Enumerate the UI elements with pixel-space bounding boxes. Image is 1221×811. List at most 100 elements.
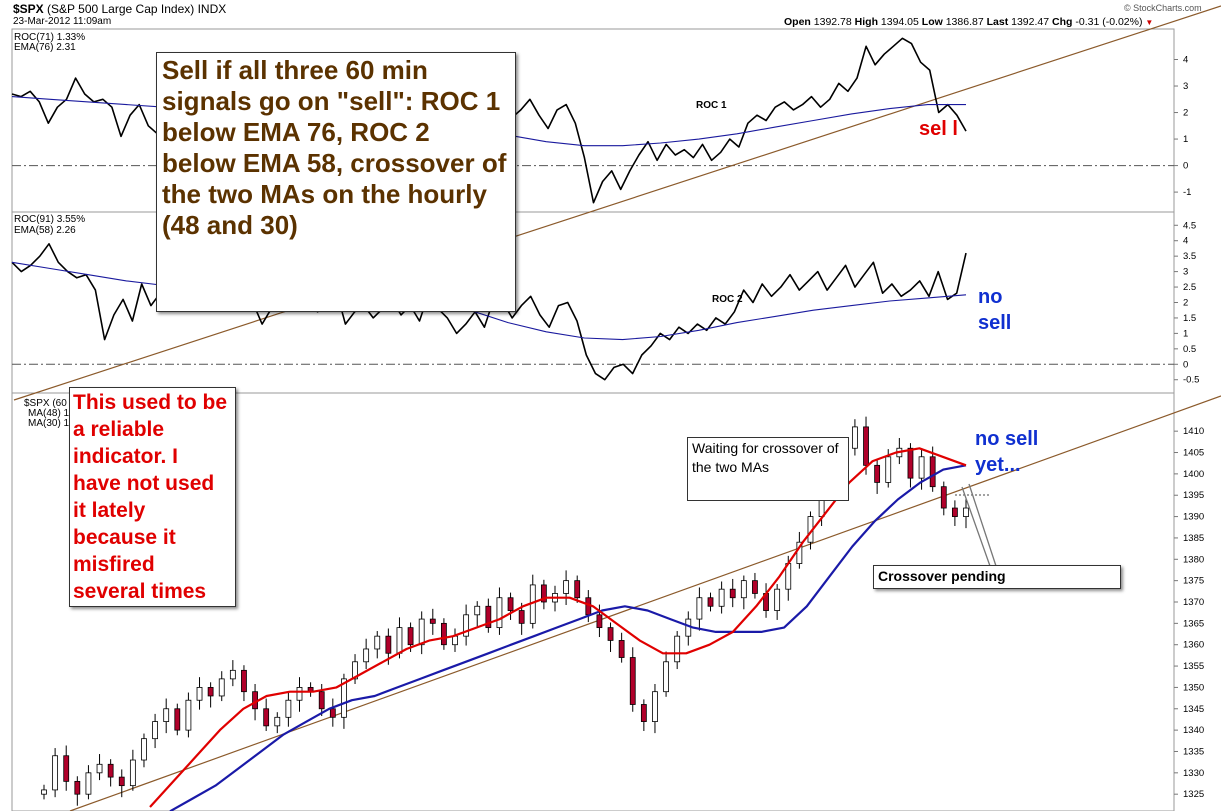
candle-body xyxy=(196,687,203,701)
candle-body xyxy=(963,507,969,517)
candle-body xyxy=(352,661,358,680)
y-tick-label: 1410 xyxy=(1183,426,1204,437)
y-tick-label: 2 xyxy=(1183,108,1188,119)
y-tick-label: 1375 xyxy=(1183,576,1204,587)
candle-body xyxy=(85,772,92,795)
candle-body xyxy=(607,627,614,641)
candle-body xyxy=(918,456,925,479)
candle-body xyxy=(296,687,303,701)
y-tick-label: 1395 xyxy=(1183,490,1204,501)
candle-body xyxy=(885,456,892,483)
y-tick-label: 1380 xyxy=(1183,554,1204,565)
moving-averages xyxy=(149,447,967,811)
candle-body xyxy=(863,426,869,466)
candle-body xyxy=(429,618,436,624)
candle-body xyxy=(363,648,370,663)
candle-body xyxy=(640,704,647,722)
y-tick-label: 2 xyxy=(1183,298,1188,309)
y-tick-label: 1 xyxy=(1183,134,1188,145)
candle-body xyxy=(385,635,392,654)
candle-body xyxy=(452,635,458,646)
chg-value: -0.31 (-0.02%) xyxy=(1075,16,1143,28)
y-tick-label: 1390 xyxy=(1183,512,1204,523)
candle-body xyxy=(563,580,569,594)
candle-body xyxy=(163,708,170,722)
candle-body xyxy=(707,597,714,607)
y-tick-label: 1345 xyxy=(1183,704,1204,715)
y-tick-label: 1 xyxy=(1183,328,1188,339)
candle-body xyxy=(285,699,292,718)
y-tick-label: 1405 xyxy=(1183,448,1204,459)
candle-body xyxy=(274,716,281,727)
y-tick-label: 1350 xyxy=(1183,682,1204,693)
y-tick-label: 1365 xyxy=(1183,618,1204,629)
roc2-inner-label: ROC 2 xyxy=(712,294,743,305)
candle-body xyxy=(674,635,681,663)
exchange: INDX xyxy=(197,2,227,16)
candle-body xyxy=(907,447,914,479)
sell-marker-text: sel l xyxy=(919,118,958,140)
candle-body xyxy=(951,507,958,517)
candle-body xyxy=(441,622,447,646)
candle-body xyxy=(507,597,514,611)
roc2-legend-line1: ROC(91) 3.55% xyxy=(14,214,85,225)
candle-body xyxy=(774,588,781,611)
y-tick-label: 0.5 xyxy=(1183,344,1196,355)
waiting-crossover-callout: Waiting for crossover of the two MAs xyxy=(687,437,849,501)
y-tick-label: 4 xyxy=(1183,236,1188,247)
open-label: Open xyxy=(784,16,811,28)
candle-body xyxy=(663,661,669,693)
ohlc-readout: Open 1392.78 High 1394.05 Low 1386.87 La… xyxy=(784,16,1153,28)
reliable-indicator-callout: This used to be a reliable indicator. I … xyxy=(69,387,236,607)
y-tick-label: 0 xyxy=(1183,359,1188,370)
y-tick-label: -1 xyxy=(1183,187,1191,198)
y-tick-label: 1330 xyxy=(1183,768,1204,779)
y-tick-label: 1400 xyxy=(1183,469,1204,480)
chart-title: $SPX (S&P 500 Large Cap Index) INDX xyxy=(13,2,226,16)
pointer-line xyxy=(968,483,997,567)
watermark: © StockCharts.com xyxy=(1124,3,1202,13)
high-value: 1394.05 xyxy=(880,16,919,28)
y-tick-label: 1385 xyxy=(1183,533,1204,544)
candle-body xyxy=(718,588,725,607)
candle-body xyxy=(263,708,270,727)
axis-ticks: 4 3 2 1 0 -1 4.5 4 3.5 3 2.5 2 1.5 1 0.5 0 -0.5 1410 1405 1… xyxy=(1174,55,1204,800)
y-tick-label: 2.5 xyxy=(1183,282,1196,293)
no-sell-text: no sell xyxy=(978,286,1012,334)
y-tick-label: 1335 xyxy=(1183,746,1204,757)
down-triangle-icon: ▼ xyxy=(1145,18,1154,27)
candle-body xyxy=(374,635,381,650)
price-legend-line2: MA(48) 1400.35 xyxy=(28,408,100,419)
candle-body xyxy=(496,597,503,629)
roc1-legend-line1: ROC(71) 1.33% xyxy=(14,32,85,43)
candle-body xyxy=(41,789,47,795)
lower-trendline xyxy=(69,395,1221,811)
candle-body xyxy=(63,755,70,782)
roc1-legend-line2: EMA(76) 2.31 xyxy=(14,42,76,53)
ma30-line xyxy=(149,447,967,808)
candle-body xyxy=(207,687,214,697)
candle-body xyxy=(618,640,625,658)
annotation-pointers xyxy=(961,483,997,567)
price-legend-line1: $SPX (60 Minute) xyxy=(24,398,103,409)
roc2-legend-line2: EMA(58) 2.26 xyxy=(14,225,76,236)
high-label: High xyxy=(854,16,878,28)
y-tick-label: 1370 xyxy=(1183,597,1204,608)
candle-body xyxy=(141,738,147,761)
y-tick-label: 3 xyxy=(1183,267,1188,278)
price-legend-line3: MA(30) 1401.81 xyxy=(28,418,100,429)
candle-body xyxy=(96,763,103,774)
candle-body xyxy=(74,780,81,795)
candle-body xyxy=(229,669,236,680)
candle-body xyxy=(540,584,547,603)
candle-body xyxy=(874,464,881,483)
y-tick-label: 1340 xyxy=(1183,725,1204,736)
upper-trendline xyxy=(13,5,1221,401)
candle-body xyxy=(940,486,947,509)
candle-body xyxy=(107,763,114,778)
crossover-pending-callout: Crossover pending xyxy=(873,565,1121,589)
pointer-line xyxy=(961,486,991,567)
candle-body xyxy=(341,678,347,718)
chart-date: 23-Mar-2012 11:09am xyxy=(13,16,112,27)
y-tick-label: 3 xyxy=(1183,81,1188,92)
